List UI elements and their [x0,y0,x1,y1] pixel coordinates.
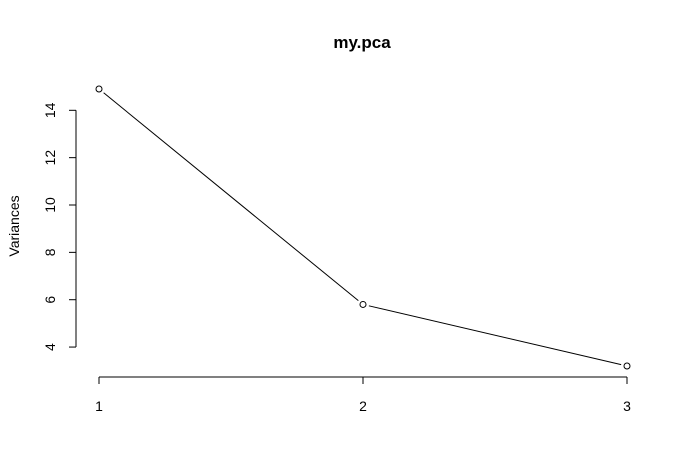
chart-title: my.pca [333,33,391,52]
series-line-segment [103,92,359,302]
y-tick-label: 8 [42,248,58,256]
y-tick-label: 4 [42,343,58,351]
y-axis-label: Variances [6,195,22,256]
series-line-segment [368,305,622,366]
y-tick-label: 10 [42,197,58,213]
data-point [95,85,103,93]
x-tick-label: 2 [359,398,367,414]
y-tick-label: 6 [42,296,58,304]
x-tick-label: 1 [95,398,103,414]
x-tick-label: 3 [623,398,631,414]
y-tick-label: 14 [42,102,58,118]
data-point [623,362,631,370]
data-point [359,300,367,308]
y-tick-label: 12 [42,150,58,166]
